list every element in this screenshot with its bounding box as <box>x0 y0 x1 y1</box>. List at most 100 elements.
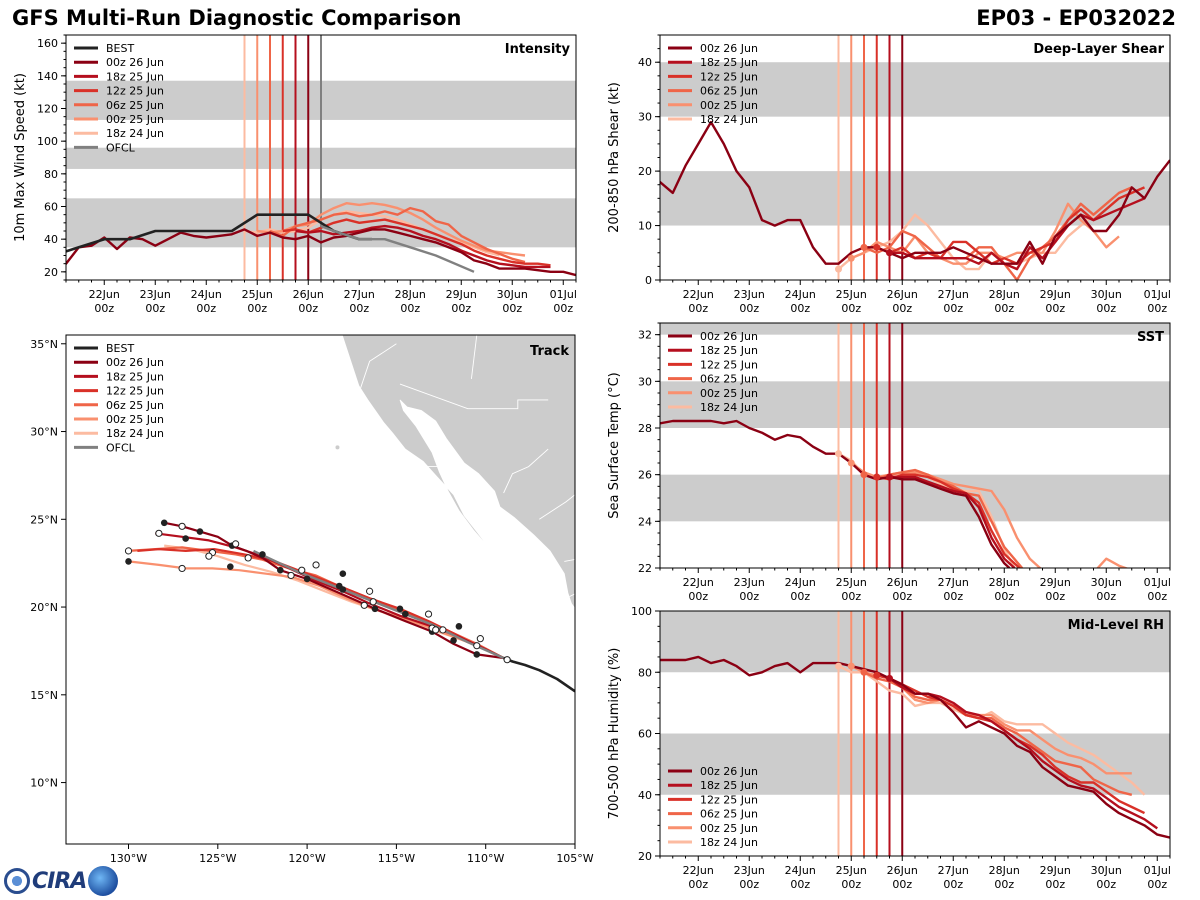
sst-ytick-label: 30 <box>638 375 652 388</box>
rh-xtick-label: 25Jun <box>836 864 867 877</box>
sst-ytick-label: 22 <box>638 562 652 575</box>
track-marker-filled <box>402 610 409 618</box>
cira-logo: CIRA <box>4 866 119 896</box>
track-marker-filled <box>125 558 132 565</box>
track-marker-filled <box>339 570 347 578</box>
shear-xtick-label: 28Jun <box>989 288 1020 301</box>
track-ytick-label: 25°N <box>30 513 58 526</box>
shear-series-line <box>889 197 1145 271</box>
track-marker-filled <box>371 605 379 613</box>
track-marker-open <box>124 547 133 555</box>
sst-series-line <box>876 473 1021 568</box>
sst-xtick-sublabel: 00z <box>688 590 708 603</box>
shear-init-marker <box>873 243 881 251</box>
track-marker-open <box>366 587 374 595</box>
track-legend-label: 12z 25 Jun <box>106 385 164 398</box>
sst-ytick-label: 28 <box>638 422 652 435</box>
sst-xtick-label: 01Jul <box>1144 576 1171 589</box>
rh-ytick-label: 60 <box>638 728 652 741</box>
sst-legend-label: 00z 26 Jun <box>700 330 758 343</box>
rh-legend-label: 18z 24 Jun <box>700 836 758 849</box>
track-legend-label: OFCL <box>106 441 136 454</box>
rh-ytick-label: 20 <box>638 850 652 863</box>
rh-legend-label: 18z 25 Jun <box>700 779 758 792</box>
track-ytick-label: 30°N <box>30 426 58 439</box>
intensity-xtick-label: 23Jun <box>140 288 171 301</box>
rh-xtick-sublabel: 00z <box>739 878 759 891</box>
sst-xtick-label: 28Jun <box>989 576 1020 589</box>
rh-legend-label: 12z 25 Jun <box>700 793 758 806</box>
intensity-xtick-label: 22Jun <box>89 288 120 301</box>
shear-xtick-sublabel: 00z <box>688 302 708 315</box>
rh-ytick-label: 80 <box>638 666 652 679</box>
sst-xtick-label: 23Jun <box>734 576 765 589</box>
intensity-panel: 2040608010012014016022Jun00z23Jun00z24Ju… <box>13 34 577 315</box>
track-ofcl-line <box>252 549 505 660</box>
shear-init-marker <box>860 243 868 251</box>
rh-legend-label: 00z 26 Jun <box>700 765 758 778</box>
sst-xtick-label: 30Jun <box>1091 576 1122 589</box>
track-marker-open <box>178 522 186 530</box>
intensity-legend-label: 00z 26 Jun <box>106 56 164 69</box>
shear-panel: 01020304022Jun00z23Jun00z24Jun00z25Jun00… <box>607 34 1171 315</box>
shear-series-line <box>863 186 1133 280</box>
rh-ytick-label: 100 <box>631 605 652 618</box>
rh-xtick-label: 22Jun <box>683 864 714 877</box>
page-title: GFS Multi-Run Diagnostic Comparison <box>12 6 462 30</box>
track-legend-label: 06z 25 Jun <box>106 399 164 412</box>
track-marker-filled <box>303 575 311 583</box>
cira-ring-icon <box>4 868 30 894</box>
intensity-ytick-label: 160 <box>37 37 58 50</box>
track-legend-label: 00z 26 Jun <box>106 356 164 369</box>
track-panel: 130°W 125°W 120°W 115°W 110°W 105°W 10°N 15°N 20… <box>30 334 594 865</box>
shear-xtick-label: 22Jun <box>683 288 714 301</box>
shear-xtick-sublabel: 00z <box>739 302 759 315</box>
rh-xtick-label: 29Jun <box>1040 864 1071 877</box>
track-marker-open <box>155 529 163 537</box>
track-marker-filled <box>160 519 168 527</box>
sst-xtick-sublabel: 00z <box>739 590 759 603</box>
intensity-ytick-label: 100 <box>37 135 58 148</box>
rh-band <box>660 611 1170 673</box>
intensity-legend-label: 18z 24 Jun <box>106 127 164 140</box>
track-marker-open <box>476 635 484 643</box>
shear-xtick-label: 26Jun <box>887 288 918 301</box>
intensity-ytick-label: 80 <box>44 168 58 181</box>
sst-band <box>660 381 1170 428</box>
rh-band <box>660 733 1170 795</box>
sst-init-marker <box>847 459 855 467</box>
shear-xtick-sublabel: 00z <box>1045 302 1065 315</box>
track-marker-open <box>178 564 186 573</box>
intensity-series-line <box>66 228 576 277</box>
sst-band <box>660 474 1170 522</box>
island <box>335 445 340 450</box>
rh-xtick-label: 23Jun <box>734 864 765 877</box>
rh-xtick-sublabel: 00z <box>688 878 708 891</box>
rh-init-marker <box>873 671 881 679</box>
rh-xtick-sublabel: 00z <box>1096 878 1116 891</box>
rh-xtick-sublabel: 00z <box>790 878 810 891</box>
rh-init-marker <box>847 662 855 670</box>
track-marker-open <box>287 571 295 580</box>
shear-init-marker <box>644 179 651 186</box>
shear-xtick-sublabel: 00z <box>1147 302 1167 315</box>
track-marker-open <box>424 610 433 618</box>
sst-xtick-sublabel: 00z <box>994 590 1014 603</box>
rh-legend-label: 06z 25 Jun <box>700 808 758 821</box>
storm-id: EP03 - EP032022 <box>976 6 1176 30</box>
track-legend-label: 18z 25 Jun <box>106 370 164 383</box>
track-xtick-label: 120°W <box>288 852 325 865</box>
track-marker-open <box>473 642 481 650</box>
intensity-legend-label: BEST <box>106 42 134 55</box>
intensity-ytick-label: 60 <box>44 201 58 214</box>
shear-legend-label: 18z 25 Jun <box>700 56 758 69</box>
shear-xtick-label: 27Jun <box>938 288 969 301</box>
rh-xtick-label: 01Jul <box>1144 864 1171 877</box>
rh-xtick-sublabel: 00z <box>1045 878 1065 891</box>
shear-xtick-sublabel: 00z <box>1096 302 1116 315</box>
sst-init-marker <box>860 471 868 479</box>
shear-xtick-label: 23Jun <box>734 288 765 301</box>
rh-xtick-label: 26Jun <box>887 864 918 877</box>
intensity-xtick-sublabel: 00z <box>502 302 522 315</box>
track-legend-label: 18z 24 Jun <box>106 427 164 440</box>
